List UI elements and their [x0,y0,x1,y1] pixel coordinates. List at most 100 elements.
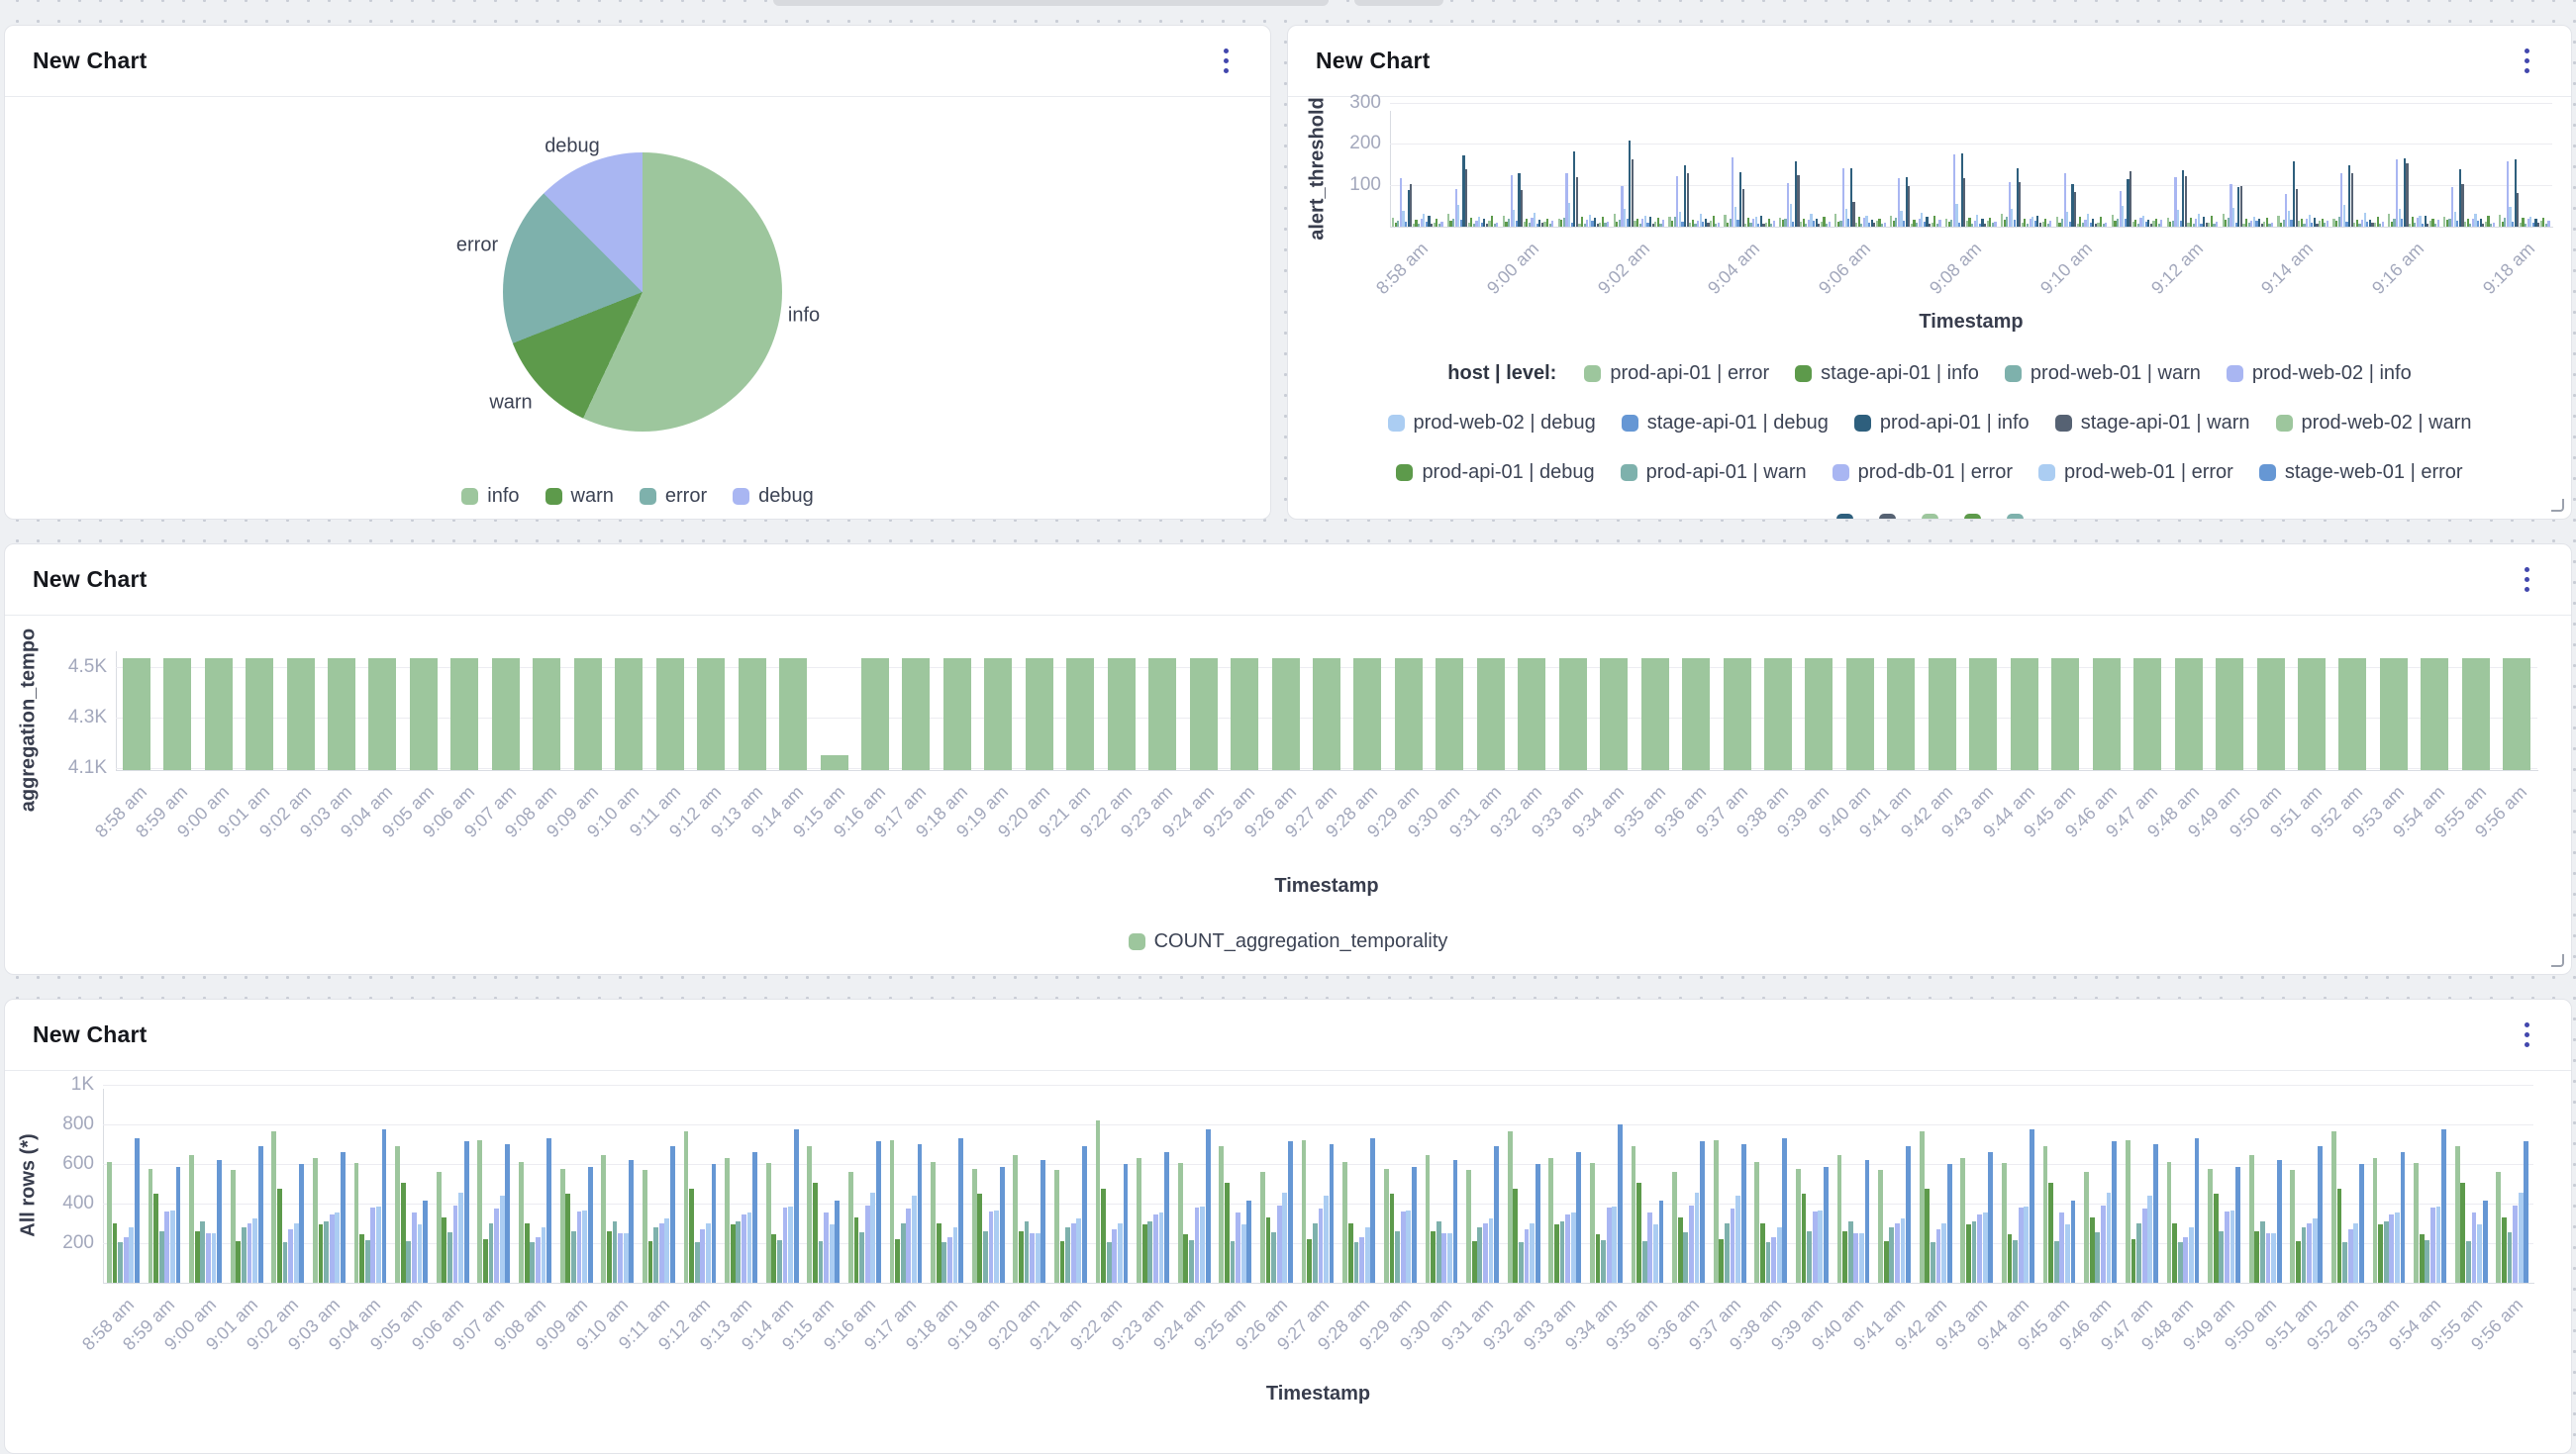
bar[interactable] [1153,1214,1158,1283]
bar[interactable] [1820,221,1824,227]
bar[interactable] [1183,1234,1189,1283]
bar[interactable] [1430,223,1434,227]
bar[interactable] [2183,1237,2189,1283]
bar[interactable] [2144,221,2147,227]
bar[interactable] [1219,1146,1225,1283]
bar[interactable] [971,1169,977,1283]
bar[interactable] [1301,1140,1307,1283]
bar[interactable] [1613,213,1616,227]
bar[interactable] [2265,217,2268,227]
bar[interactable] [1847,219,1850,227]
bar[interactable] [2378,1224,2383,1283]
bar[interactable] [1543,221,1546,227]
bar[interactable] [277,1189,282,1283]
bar[interactable] [1659,223,1662,227]
legend-item[interactable]: prod-api-01 | debug [1396,461,1595,484]
bar[interactable] [2401,219,2404,227]
bar[interactable] [2371,222,2374,227]
bar[interactable] [606,1231,612,1283]
bar[interactable] [1847,1221,1853,1283]
bar[interactable] [1470,217,1473,227]
bar[interactable] [1883,222,1886,227]
bar[interactable] [2051,657,2080,770]
legend-item[interactable]: prod-db-01 | error [1832,461,2013,484]
bar[interactable] [1776,1227,1782,1283]
legend-item[interactable] [2006,513,2024,519]
bar[interactable] [368,657,397,770]
bar[interactable] [1641,219,1644,227]
bar[interactable] [1059,1241,1065,1283]
bar[interactable] [458,1193,464,1283]
bar[interactable] [2203,216,2206,227]
legend-item[interactable] [1835,513,1853,519]
bar[interactable] [2389,1214,2395,1283]
bar[interactable] [2285,194,2288,227]
bar[interactable] [2147,1196,2153,1283]
bar[interactable] [1859,1233,1864,1283]
bar[interactable] [189,1155,195,1283]
bar[interactable] [1383,1169,1389,1283]
bar[interactable] [2071,183,2074,227]
bar[interactable] [324,1221,330,1283]
bar[interactable] [1895,217,1898,227]
bar[interactable] [2016,168,2019,227]
bar[interactable] [1540,222,1543,227]
bar[interactable] [2229,184,2232,227]
bar[interactable] [2514,159,2517,227]
bar[interactable] [2029,218,2031,227]
bar[interactable] [2469,223,2472,227]
bar[interactable] [2517,192,2520,227]
bar[interactable] [1589,1163,1595,1283]
bar[interactable] [1581,216,1584,227]
bar[interactable] [1738,171,1742,227]
bar[interactable] [1565,172,1568,227]
bar[interactable] [1800,221,1803,227]
bar[interactable] [1271,657,1300,770]
bar[interactable] [1978,223,1981,227]
bar[interactable] [2522,217,2525,227]
pie-chart[interactable] [503,152,782,432]
bar[interactable] [1717,222,1721,227]
bar[interactable] [2036,216,2039,227]
bar[interactable] [1230,1241,1236,1283]
bar[interactable] [2303,223,2306,227]
bar[interactable] [2139,217,2142,227]
bar[interactable] [994,1211,999,1283]
bar[interactable] [1370,1138,1376,1283]
bar[interactable] [1842,1231,1848,1283]
bar[interactable] [2087,214,2090,227]
bar[interactable] [2205,222,2208,227]
bar[interactable] [2011,208,2014,227]
bar[interactable] [1671,221,1674,227]
bar[interactable] [2010,657,2038,770]
bar[interactable] [1353,657,1382,770]
bar[interactable] [2177,210,2180,227]
bar[interactable] [123,1237,129,1283]
bar[interactable] [1441,1233,1447,1283]
legend-item[interactable]: prod-web-01 | error [2038,461,2233,484]
bar[interactable] [1958,222,1961,227]
bar[interactable] [1931,222,1933,227]
bar[interactable] [1929,224,1932,227]
bar[interactable] [370,1208,376,1283]
bar[interactable] [601,1155,607,1283]
bar[interactable] [1729,219,1732,227]
bar[interactable] [1446,214,1450,227]
bar[interactable] [1391,217,1395,227]
bar[interactable] [2097,222,2100,227]
bar[interactable] [1313,657,1340,770]
bar[interactable] [942,657,971,770]
bar[interactable] [1640,657,1669,770]
bar[interactable] [2074,191,2077,227]
bar[interactable] [2421,657,2449,770]
bar[interactable] [664,1218,670,1283]
bar[interactable] [2471,1212,2477,1283]
bar[interactable] [1757,223,1760,227]
bar[interactable] [812,1183,818,1283]
bar[interactable] [1658,1201,1664,1283]
bar[interactable] [711,1164,717,1283]
bar[interactable] [1782,1138,1788,1283]
bar[interactable] [2008,181,2011,227]
bar[interactable] [860,657,889,770]
bar[interactable] [1955,203,1958,227]
